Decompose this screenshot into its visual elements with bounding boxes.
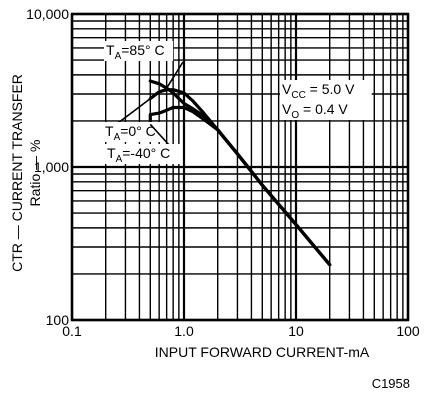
y-tick-label: 1,000	[34, 159, 69, 175]
x-tick-label: 10	[288, 323, 304, 339]
x-tick-label: 0.1	[62, 323, 82, 339]
plot-frame	[70, 12, 410, 322]
condition-label-1: VO = 0.4 V	[282, 101, 348, 121]
figure-code: C1958	[372, 376, 410, 391]
annotations: TA=85° C TA=0° CTA=-40° C VCC = 5.0 VVO = …	[103, 41, 372, 165]
series-label-0: TA=85° C	[106, 42, 165, 62]
series-label-0-bg	[104, 41, 174, 61]
series-leader-0	[165, 61, 184, 89]
series-leader-2	[149, 123, 171, 147]
series-label-1: TA=0° C	[105, 123, 156, 143]
y-axis-title-line2: Ratio — %	[27, 140, 43, 207]
series-label-2-bg	[105, 144, 183, 164]
series-label-1-bg	[103, 122, 165, 142]
series-label-2: TA=-40° C	[107, 145, 170, 165]
y-axis-title-line1: CTR — CURRENT TRANSFER	[9, 74, 25, 272]
y-tick-label: 10,000	[26, 6, 69, 22]
y-tick-label: 100	[46, 312, 70, 328]
series-line-2	[148, 105, 332, 267]
condition-label-1-bg	[280, 100, 366, 120]
x-tick-label: 100	[396, 323, 420, 339]
condition-label-0-bg	[280, 80, 372, 100]
x-axis-title: INPUT FORWARD CURRENT-mA	[155, 344, 370, 360]
series-leader-1	[117, 97, 151, 124]
condition-label-0: VCC = 5.0 V	[282, 81, 355, 101]
x-tick-label: 1.0	[174, 323, 194, 339]
tick-labels: 0.1 1.0 10 100 100 1,000 10,000	[26, 6, 420, 339]
